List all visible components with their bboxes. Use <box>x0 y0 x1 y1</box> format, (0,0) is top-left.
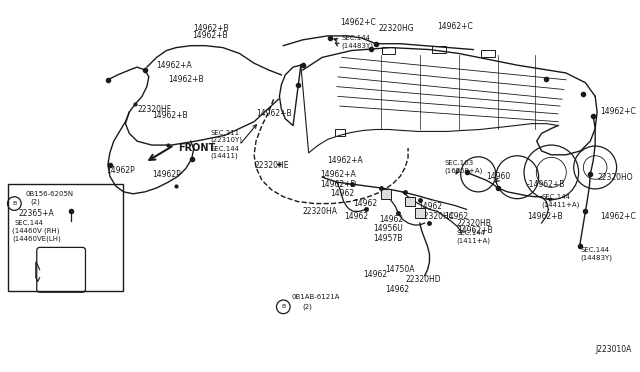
Text: 14962+B: 14962+B <box>457 226 492 235</box>
Bar <box>8 184 124 291</box>
Text: SEC.211: SEC.211 <box>210 130 239 137</box>
Bar <box>381 189 390 199</box>
Text: (14460VE(LH): (14460VE(LH) <box>12 235 61 242</box>
Text: 14962+C: 14962+C <box>437 22 473 31</box>
Text: 22320HO: 22320HO <box>597 173 633 182</box>
Text: SEC.144: SEC.144 <box>342 35 371 41</box>
Text: 14962+C: 14962+C <box>600 212 636 221</box>
Bar <box>335 129 345 136</box>
Text: 0B156-6205N: 0B156-6205N <box>25 191 73 197</box>
Text: SEC.144: SEC.144 <box>580 247 609 253</box>
Text: SEC.163: SEC.163 <box>444 160 474 166</box>
Text: 14962+C: 14962+C <box>340 18 376 27</box>
Text: 0B1AB-6121A: 0B1AB-6121A <box>291 294 339 300</box>
Text: (16559+A): (16559+A) <box>444 167 483 174</box>
Text: 14962P: 14962P <box>152 170 180 179</box>
Text: 14962: 14962 <box>364 270 387 279</box>
Text: J223010A: J223010A <box>595 345 632 354</box>
Text: 22320HE: 22320HE <box>254 161 289 170</box>
Text: 14962: 14962 <box>330 189 354 198</box>
Text: (14483Y): (14483Y) <box>580 255 612 262</box>
Text: 14962+B: 14962+B <box>192 31 227 41</box>
Text: 22320HG: 22320HG <box>379 24 415 33</box>
Text: SEC.144: SEC.144 <box>210 146 239 152</box>
Text: 14962+A: 14962+A <box>157 61 193 70</box>
Text: (14483Y): (14483Y) <box>342 42 374 49</box>
Text: 22320HD: 22320HD <box>405 275 441 284</box>
Text: 22320HA: 22320HA <box>303 207 338 216</box>
Text: 14962: 14962 <box>353 199 378 208</box>
Bar <box>481 49 495 57</box>
Text: 14962: 14962 <box>386 285 410 294</box>
Text: 14960: 14960 <box>486 172 510 181</box>
Text: 22320HF: 22320HF <box>137 105 172 113</box>
Text: 14962: 14962 <box>418 202 442 211</box>
Text: 14956U: 14956U <box>373 224 403 233</box>
Text: (2): (2) <box>30 198 40 205</box>
Text: 22320HC: 22320HC <box>420 212 455 221</box>
Text: SEC.144: SEC.144 <box>14 220 44 226</box>
Text: 14962+D: 14962+D <box>321 180 356 189</box>
Bar <box>405 197 415 206</box>
Text: (2): (2) <box>303 304 313 310</box>
Text: B: B <box>12 201 17 206</box>
Text: 14962+C: 14962+C <box>600 108 636 116</box>
Bar <box>415 208 424 218</box>
Text: 14750A: 14750A <box>386 265 415 274</box>
Text: 14962+B: 14962+B <box>194 24 229 33</box>
Text: (14411+A): (14411+A) <box>541 201 580 208</box>
Text: 14962+B: 14962+B <box>152 111 188 120</box>
Text: 14962+A: 14962+A <box>321 170 356 179</box>
Bar <box>381 46 396 54</box>
Text: 14962: 14962 <box>379 215 403 224</box>
Text: 14962P: 14962P <box>106 166 134 175</box>
Text: 22365+A: 22365+A <box>18 209 54 218</box>
Text: 22320HB: 22320HB <box>457 218 492 228</box>
Bar <box>433 46 446 54</box>
Text: SEC.144: SEC.144 <box>457 230 486 236</box>
Text: B: B <box>281 304 285 310</box>
Text: 14962: 14962 <box>344 212 368 221</box>
Text: (14460V (RH): (14460V (RH) <box>12 228 60 234</box>
Text: SEC.144: SEC.144 <box>541 194 571 200</box>
Text: (22310Y): (22310Y) <box>210 137 242 144</box>
Text: FRONT: FRONT <box>178 143 215 153</box>
Text: 14962+B: 14962+B <box>168 75 204 84</box>
Text: 14957B: 14957B <box>373 234 403 243</box>
Text: (14411): (14411) <box>210 153 238 159</box>
Text: 14962+B: 14962+B <box>527 212 563 221</box>
Text: -14962+B: -14962+B <box>527 180 565 189</box>
Text: 14962+A: 14962+A <box>327 156 363 165</box>
Text: (1411+A): (1411+A) <box>457 237 491 244</box>
Text: 14962+B: 14962+B <box>256 109 292 118</box>
Text: 14962: 14962 <box>444 212 468 221</box>
